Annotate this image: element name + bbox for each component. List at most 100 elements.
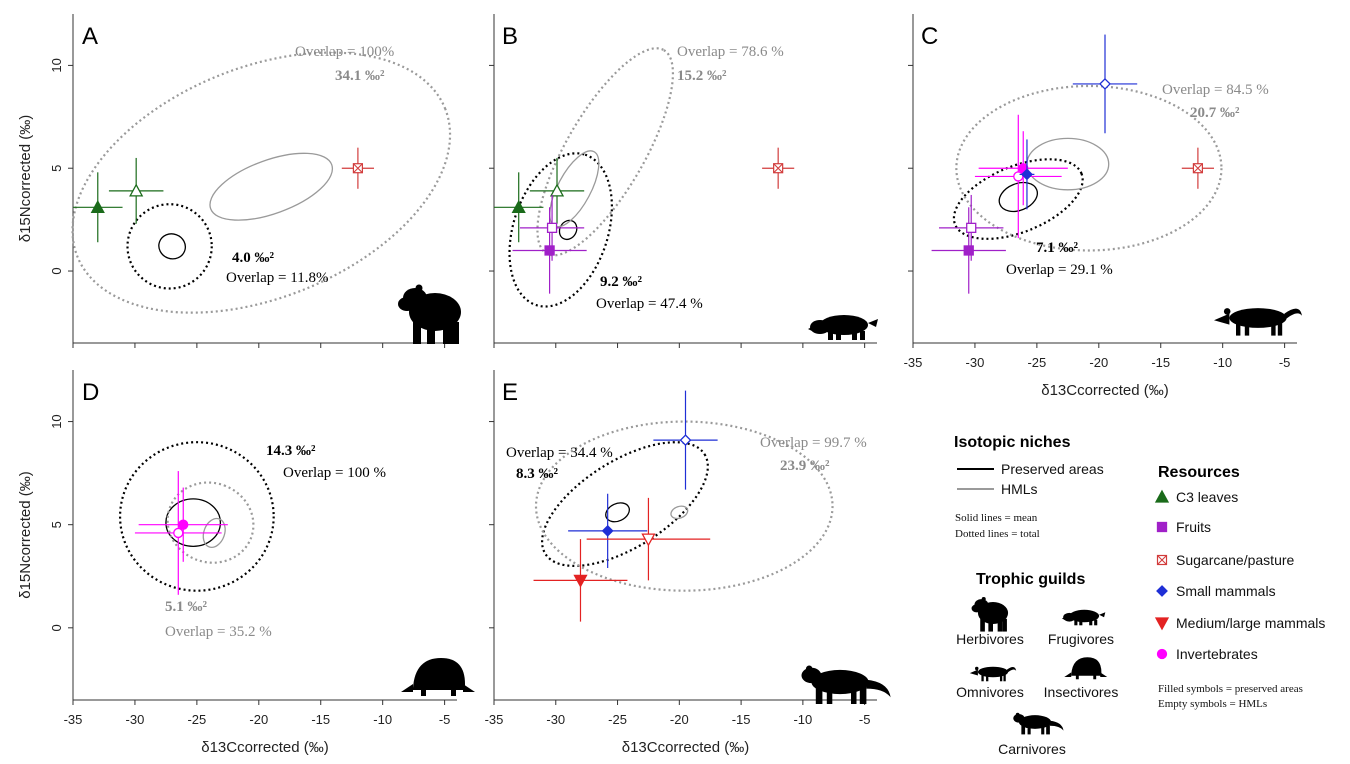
panel-B: B 15.2 ‰² Overlap = 78.6 % 9.2 ‰² Overlap = …: [489, 14, 878, 348]
animal-silhouette-icon: [398, 284, 461, 344]
animal-silhouette-icon: [401, 658, 475, 696]
data-point-medlarge-preserved: [533, 539, 628, 622]
panel-letter: B: [502, 23, 518, 50]
x-axis-label: δ13Ccorrected (‰): [622, 739, 750, 756]
niche-ellipse-preserved-total: [508, 152, 614, 308]
data-point-c3-hml: [529, 157, 585, 224]
preserved-area-label: 9.2 ‰²: [600, 274, 643, 290]
x-tick-label: -5: [859, 712, 871, 727]
x-tick-label: -35: [64, 712, 83, 727]
niche-ellipse-hml-total: [955, 84, 1223, 252]
niche-ellipse-preserved-total: [118, 441, 275, 592]
niche-ellipse-hml-mean: [670, 505, 689, 520]
legend-solid-note: Solid lines = mean: [955, 512, 1038, 524]
x-tick-label: -15: [732, 712, 751, 727]
hml-area-label: 20.7 ‰²: [1190, 105, 1240, 121]
x-tick-label: -25: [608, 712, 627, 727]
y-tick-label: 0: [49, 624, 64, 631]
legend-empty-note: Empty symbols = HMLs: [1158, 698, 1267, 710]
legend-guild-frug-icon: [1061, 609, 1106, 626]
hml-overlap-label: Overlap = 100%: [295, 44, 394, 60]
legend-preserved-label: Preserved areas: [1001, 461, 1104, 477]
x-tick-label: -10: [1213, 355, 1232, 370]
legend-filled-note: Filled symbols = preserved areas: [1158, 683, 1303, 695]
y-tick-label: 10: [49, 414, 64, 428]
data-point-sugar-hml: [1181, 147, 1215, 189]
preserved-area-label: 4.0 ‰²: [232, 250, 275, 266]
preserved-overlap-label: Overlap = 100 %: [283, 465, 386, 481]
niche-ellipse-hml-total: [71, 51, 452, 314]
preserved-overlap-label: Overlap = 29.1 %: [1006, 262, 1113, 278]
x-tick-label: -30: [546, 712, 565, 727]
hml-area-label: 15.2 ‰²: [677, 68, 727, 84]
niche-ellipse-preserved-mean: [158, 233, 187, 260]
x-tick-label: -10: [373, 712, 392, 727]
y-tick-label: 5: [49, 521, 64, 528]
y-tick-label: 0: [49, 267, 64, 274]
x-tick-label: -35: [485, 712, 504, 727]
legend-resource-medlarge: Medium/large mammals: [1176, 615, 1325, 631]
x-tick-label: -25: [1027, 355, 1046, 370]
legend-hml-label: HMLs: [1001, 481, 1038, 497]
y-axis-label: δ15Ncorrected (‰): [17, 471, 34, 599]
x-tick-label: -20: [249, 712, 268, 727]
x-tick-label: -35: [904, 355, 923, 370]
legend-guild-herb-label: Herbivores: [956, 631, 1024, 647]
data-point-small-preserved: [1019, 139, 1035, 210]
animal-silhouette-icon: [1214, 308, 1302, 336]
data-point-c3-preserved: [73, 172, 123, 243]
legend-resource-invert: Invertebrates: [1176, 646, 1258, 662]
niche-ellipse-hml-mean: [1026, 137, 1110, 191]
data-point-fruit-preserved: [512, 207, 587, 294]
legend-niches-title: Isotopic niches: [954, 434, 1071, 451]
niche-ellipse-preserved-mean: [558, 219, 578, 241]
legend-marker-c3: [1154, 489, 1170, 503]
legend-guild-omni-icon: [969, 666, 1017, 682]
preserved-overlap-label: Overlap = 47.4 %: [596, 296, 703, 312]
x-axis-label: δ13Ccorrected (‰): [1041, 382, 1169, 399]
legend-marker-fruit: [1156, 521, 1168, 533]
legend-guild-omni-label: Omnivores: [956, 684, 1024, 700]
panel-letter: D: [82, 379, 99, 406]
data-point-medlarge-hml: [586, 497, 711, 581]
preserved-area-label: 8.3 ‰²: [516, 466, 559, 482]
legend-guild-frug-label: Frugivores: [1048, 631, 1114, 647]
niche-ellipse-hml-total: [534, 420, 834, 592]
panel-letter: C: [921, 23, 938, 50]
legend-resource-c3: C3 leaves: [1176, 489, 1238, 505]
x-tick-label: -5: [439, 712, 451, 727]
hml-area-label: 23.9 ‰²: [780, 458, 830, 474]
data-point-sugar-hml: [341, 147, 375, 189]
niche-ellipse-preserved-mean: [605, 502, 630, 523]
y-tick-label: 5: [49, 165, 64, 172]
x-tick-label: -20: [670, 712, 689, 727]
data-point-small-hml: [1072, 34, 1138, 134]
preserved-overlap-label: Overlap = 11.8%: [226, 270, 328, 286]
preserved-area-label: 7.1 ‰²: [1036, 240, 1079, 256]
data-point-fruit-preserved: [931, 207, 1006, 294]
y-tick-label: 10: [49, 58, 64, 72]
x-tick-label: -15: [1151, 355, 1170, 370]
x-tick-label: -15: [311, 712, 330, 727]
hml-overlap-label: Overlap = 78.6 %: [677, 44, 784, 60]
legend-guild-herb-icon: [971, 597, 1009, 632]
legend-guild-carn-label: Carnivores: [998, 741, 1066, 757]
legend-guild-insect-icon: [1064, 657, 1108, 680]
data-point-fruit-hml: [519, 194, 585, 261]
niche-ellipse-preserved-total: [952, 158, 1084, 240]
legend-resource-small: Small mammals: [1176, 583, 1276, 599]
x-tick-label: -10: [793, 712, 812, 727]
data-point-invert-preserved: [978, 131, 1068, 206]
preserved-area-label: 14.3 ‰²: [266, 443, 316, 459]
legend-resource-sugarcane: Sugarcane/pasture: [1176, 552, 1295, 568]
x-tick-label: -25: [187, 712, 206, 727]
panel-D: 0 5 10 -35 -30 -25 -20 -15 -10 -5 δ15Ncorrected (‰…: [17, 370, 475, 756]
data-point-invert-hml: [134, 471, 222, 595]
x-tick-label: -30: [966, 355, 985, 370]
y-axis-label: δ15Ncorrected (‰): [17, 115, 34, 243]
x-tick-label: -20: [1089, 355, 1108, 370]
panel-E: -35 -30 -25 -20 -15 -10 -5 δ13Ccorrected (‰) E 23…: [485, 370, 891, 756]
legend-guilds-title: Trophic guilds: [976, 571, 1085, 588]
legend-marker-sugar: [1156, 554, 1168, 566]
